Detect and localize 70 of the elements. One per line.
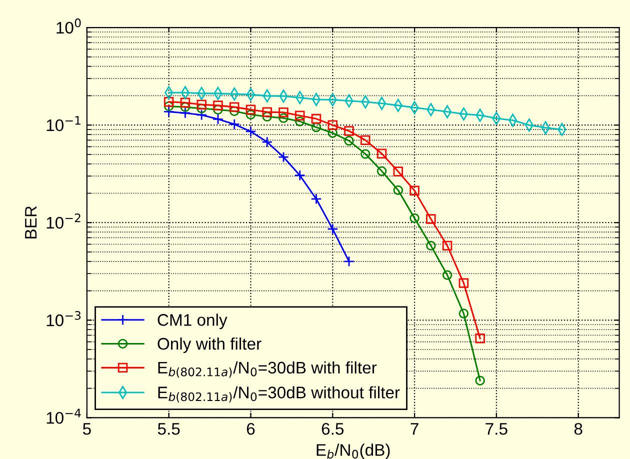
point — [311, 114, 322, 124]
point — [262, 112, 272, 122]
point — [262, 136, 273, 148]
point — [393, 166, 404, 176]
point — [344, 126, 354, 136]
point — [458, 308, 469, 318]
point — [295, 116, 305, 126]
legend-label: E$_{b(802.11a)}$/N$_{0}$=30dB without filter — [158, 386, 400, 403]
point — [196, 109, 208, 121]
point — [245, 126, 256, 138]
point — [376, 148, 387, 158]
point — [230, 102, 240, 112]
point — [164, 96, 174, 107]
point — [426, 240, 436, 251]
y-tick-label: 10$^{−2}$ — [46, 213, 80, 229]
point — [458, 278, 469, 288]
point — [310, 193, 322, 204]
point — [230, 106, 240, 116]
point — [278, 108, 288, 118]
point — [343, 256, 355, 267]
point — [360, 149, 370, 159]
point — [180, 98, 190, 108]
x-tick-label: 5.5 — [158, 423, 180, 435]
point — [163, 106, 174, 118]
point — [228, 118, 240, 130]
x-tick-label: 6.5 — [322, 422, 344, 435]
legend-label: Only with filter — [158, 337, 262, 354]
point — [328, 128, 338, 138]
point — [410, 213, 420, 224]
point — [278, 152, 290, 163]
y-tick-label: 10$^{−1}$ — [46, 116, 80, 132]
point — [327, 223, 338, 235]
y-tick-label: 10$^{−4}$ — [46, 408, 81, 424]
point — [442, 240, 452, 251]
y-tick-label: 10$^{0}$ — [56, 18, 81, 34]
point — [442, 270, 452, 280]
point — [475, 334, 485, 344]
y-tick-label: 10$^{−3}$ — [46, 311, 81, 326]
point — [246, 104, 256, 114]
point — [426, 214, 436, 224]
point — [164, 101, 174, 112]
point — [212, 114, 224, 125]
point — [393, 185, 404, 196]
x-tick-label: 7 — [410, 423, 418, 435]
point — [410, 186, 420, 196]
point — [278, 113, 288, 123]
x-tick-label: 6 — [246, 422, 255, 435]
legend-label: E$_{b(802.11a)}$/N$_{0}$=30dB with filter — [158, 361, 377, 378]
point — [475, 376, 485, 386]
point — [246, 110, 256, 120]
point — [328, 120, 338, 130]
point — [376, 166, 387, 176]
x-tick-label: 8 — [574, 422, 582, 435]
point — [344, 136, 354, 146]
point — [294, 170, 306, 181]
point — [262, 107, 272, 117]
y-axis-title: BER — [25, 206, 37, 238]
point — [311, 122, 322, 132]
point — [196, 104, 206, 114]
point — [196, 100, 206, 110]
point — [180, 107, 191, 119]
x-tick-label: 5 — [82, 423, 91, 435]
point — [360, 135, 370, 146]
point — [180, 102, 190, 112]
x-axis-title: E$_{b}$/N$_{0}$(dB) — [316, 444, 390, 459]
point — [213, 104, 223, 114]
x-tick-label: 7.5 — [486, 423, 508, 435]
point — [213, 100, 223, 110]
legend-label: CM1 only — [158, 314, 228, 330]
point — [295, 110, 305, 120]
